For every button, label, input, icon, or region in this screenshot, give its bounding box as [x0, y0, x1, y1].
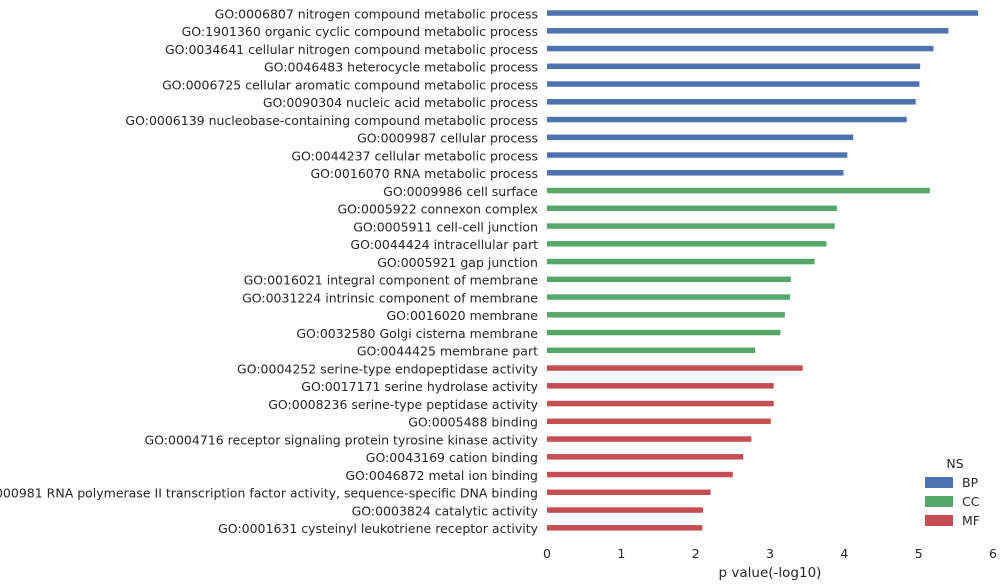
category-label: GO:0009987 cellular process	[357, 131, 538, 146]
category-label: GO:0008236 serine-type peptidase activit…	[268, 397, 538, 412]
category-label: GO:0032580 Golgi cisterna membrane	[296, 326, 538, 341]
legend-title: NS	[946, 456, 963, 471]
bar-bp	[547, 45, 934, 52]
legend-swatch-mf	[925, 515, 953, 526]
legend-label-cc: CC	[962, 494, 980, 509]
bar-bp	[547, 116, 907, 123]
category-label: GO:0005921 gap junction	[377, 255, 538, 270]
category-label: GO:0031224 intrinsic component of membra…	[242, 290, 538, 305]
category-label: GO:0046872 metal ion binding	[345, 468, 538, 483]
bar-mf	[547, 436, 752, 442]
bar-mf	[547, 489, 711, 496]
category-label: GO:0016021 integral component of membran…	[244, 273, 539, 288]
bar-mf	[547, 418, 771, 425]
legend-swatch-cc	[925, 496, 953, 507]
bar-bp	[547, 152, 848, 158]
category-label: GO:0034641 cellular nitrogen compound me…	[165, 42, 538, 57]
x-tick-label: 4	[840, 546, 848, 561]
category-label: GO:0016070 RNA metabolic process	[310, 166, 538, 181]
x-tick-label: 5	[915, 546, 923, 561]
bar-cc	[547, 241, 827, 247]
category-label: GO:0016020 membrane	[386, 308, 538, 323]
x-axis-label: p value(-log10)	[719, 565, 822, 581]
bar-bp	[547, 134, 854, 141]
category-label: GO:0009986 cell surface	[383, 184, 538, 199]
category-label: GO:1901360 organic cyclic compound metab…	[182, 24, 538, 39]
bar-bp	[547, 81, 920, 87]
x-axis-ticks: 0 1 2 3 4 5 6	[543, 546, 997, 561]
category-labels: GO:0006807 nitrogen compound metabolic p…	[0, 6, 539, 536]
category-label: GO:0006807 nitrogen compound metabolic p…	[215, 6, 538, 21]
bar-cc	[547, 258, 815, 265]
bar-cc	[547, 205, 837, 212]
bar-mf	[547, 525, 703, 531]
legend-swatch-bp	[925, 477, 953, 488]
category-label: GO:0046483 heterocycle metabolic process	[264, 60, 538, 75]
category-label: GO:0000981 RNA polymerase II transcripti…	[0, 486, 538, 501]
bar-cc	[547, 329, 781, 336]
bar-mf	[547, 400, 774, 407]
category-label: GO:0005488 binding	[408, 415, 538, 430]
bar-cc	[547, 347, 756, 354]
category-label: GO:0017171 serine hydrolase activity	[301, 379, 538, 394]
category-label: GO:0044425 membrane part	[357, 344, 538, 359]
bar-cc	[547, 294, 791, 300]
x-tick-label: 3	[766, 546, 774, 561]
category-label: GO:0006139 nucleobase-containing compoun…	[125, 113, 538, 128]
bar-mf	[547, 365, 803, 371]
legend: NS BP CC MF	[925, 456, 980, 528]
bar-cc	[547, 223, 835, 229]
category-label: GO:0005922 connexon complex	[337, 202, 538, 217]
x-tick-label: 2	[692, 546, 700, 561]
category-label: GO:0005911 cell-cell junction	[353, 219, 538, 234]
bar-bp	[547, 63, 921, 70]
legend-label-mf: MF	[962, 513, 980, 528]
category-label: GO:0004252 serine-type endopeptidase act…	[237, 361, 539, 376]
bar-mf	[547, 383, 774, 389]
bar-cc	[547, 276, 791, 283]
bar-bp	[547, 170, 844, 176]
bar-cc	[547, 187, 930, 194]
bar-cc	[547, 312, 785, 318]
bar-bp	[547, 28, 949, 34]
x-tick-label: 0	[543, 546, 551, 561]
category-label: GO:0001631 cysteinyl leukotriene recepto…	[218, 521, 538, 536]
x-tick-label: 1	[617, 546, 625, 561]
bar-bp	[547, 10, 979, 16]
category-label: GO:0004716 receptor signaling protein ty…	[145, 432, 539, 447]
bars-layer	[547, 10, 979, 531]
category-label: GO:0003824 catalytic activity	[352, 503, 539, 518]
bar-bp	[547, 99, 916, 105]
bar-mf	[547, 507, 704, 513]
category-label: GO:0044424 intracellular part	[350, 237, 538, 252]
x-tick-label: 6	[989, 546, 997, 561]
bar-mf	[547, 454, 744, 460]
category-label: GO:0090304 nucleic acid metabolic proces…	[263, 95, 538, 110]
bar-mf	[547, 471, 733, 478]
category-label: GO:0043169 cation binding	[366, 450, 538, 465]
legend-label-bp: BP	[962, 475, 979, 490]
category-label: GO:0044237 cellular metabolic process	[291, 148, 538, 163]
category-label: GO:0006725 cellular aromatic compound me…	[162, 77, 538, 92]
